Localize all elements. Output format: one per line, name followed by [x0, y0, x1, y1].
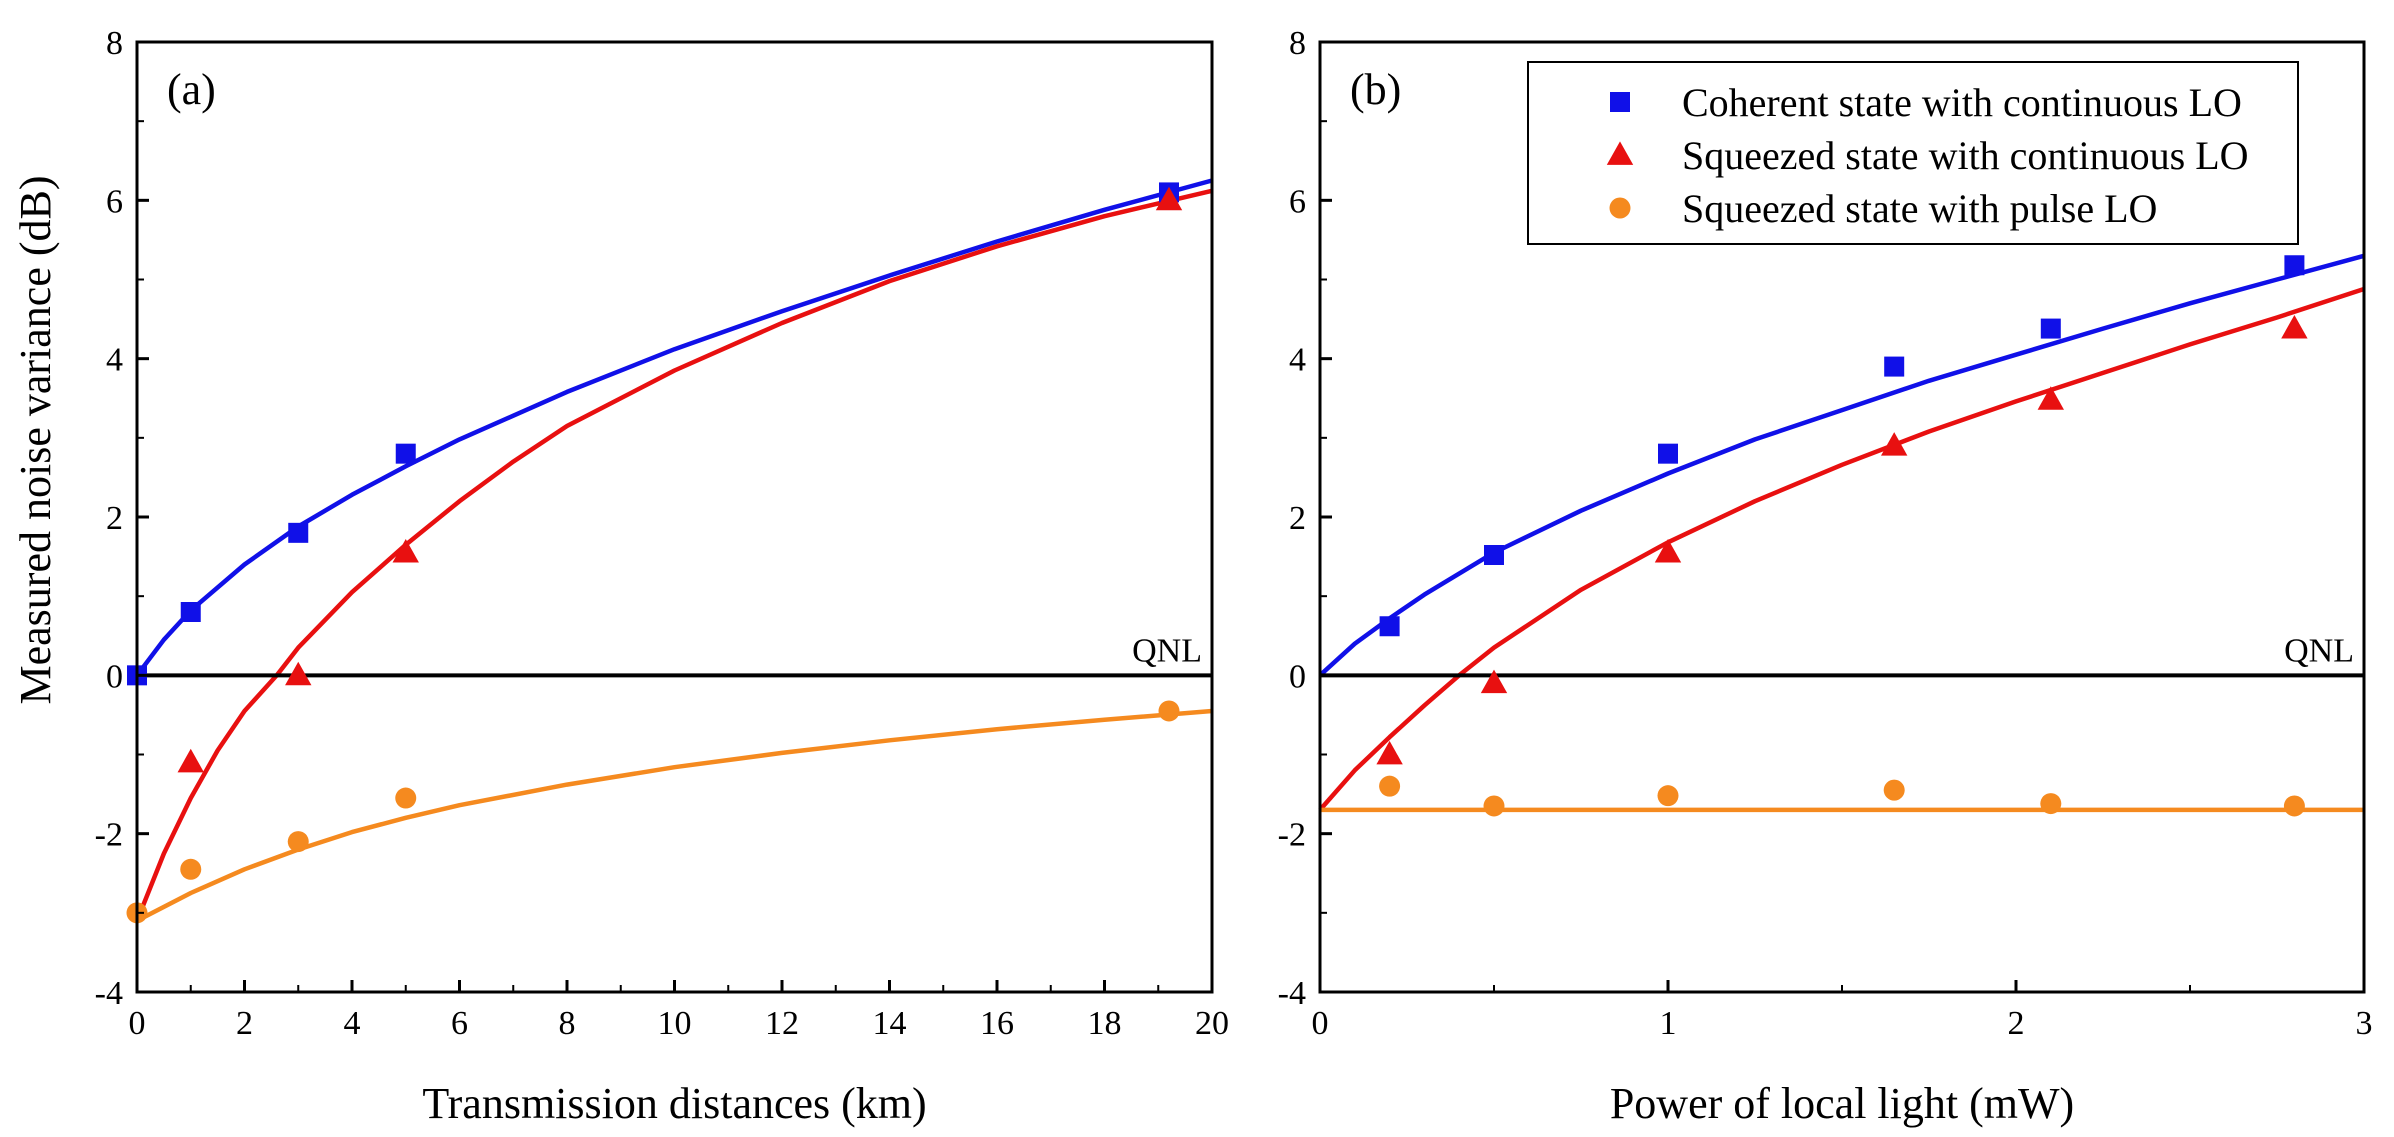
data-point-triangle — [177, 748, 204, 773]
data-point-square — [180, 602, 201, 622]
legend-marker-square — [1610, 92, 1630, 112]
data-point-circle — [180, 858, 202, 880]
y-tick-label: 2 — [106, 500, 123, 537]
panel-b-frame — [1318, 40, 2366, 994]
data-point-circle — [287, 831, 309, 853]
panel-a-data-points — [126, 182, 1183, 924]
fit-curve-square — [135, 178, 1213, 677]
panel-a-transmission-distance: 0 2 4 6 8 10 12 14 16 18 20 -4 -2 0 2 4 6 8 (a) QNL Trans… — [95, 25, 1229, 1128]
x-tick-label: 8 — [559, 1005, 576, 1042]
panel-b-ticks: 0 1 2 3 -4 -2 0 2 4 6 8 — [1278, 25, 2373, 1042]
y-tick-label: -4 — [1278, 975, 1306, 1012]
y-axis-title: Measured noise variance (dB) — [11, 175, 60, 704]
fit-curve-circle — [135, 708, 1213, 923]
y-tick-label: -2 — [1278, 817, 1306, 854]
legend-marker-circle — [1609, 197, 1631, 219]
y-tick-label: -4 — [95, 975, 123, 1012]
data-point-triangle — [1155, 186, 1183, 211]
panel-a-qnl-label: QNL — [1132, 632, 1202, 669]
legend-entry: Squeezed state with pulse LO — [1682, 186, 2157, 231]
x-tick-label: 0 — [129, 1005, 146, 1042]
x-tick-label: 3 — [2356, 1005, 2373, 1042]
y-tick-label: 6 — [1289, 183, 1306, 220]
panel-a-ticks: 0 2 4 6 8 10 12 14 16 18 20 -4 -2 0 2 4 6 8 — [95, 25, 1229, 1042]
y-tick-label: 0 — [106, 658, 123, 695]
data-point-triangle — [1376, 740, 1403, 765]
data-point-circle — [1158, 700, 1180, 722]
data-point-square — [1884, 356, 1905, 377]
data-point-square — [1658, 443, 1678, 464]
y-tick-label: 8 — [106, 25, 123, 62]
x-tick-label: 2 — [236, 1005, 253, 1042]
x-tick-label: 1 — [1660, 1005, 1677, 1042]
data-point-square — [1484, 545, 1504, 565]
panel-b-qnl-label: QNL — [2284, 632, 2354, 669]
data-point-circle — [395, 787, 417, 809]
panel-a-frame — [135, 40, 1214, 994]
fit-curve-square — [1318, 253, 2365, 677]
x-tick-label: 20 — [1195, 1005, 1229, 1042]
data-point-circle — [1883, 779, 1905, 801]
x-tick-label: 12 — [765, 1005, 799, 1042]
data-point-circle — [1379, 775, 1401, 797]
panel-b-data-points — [1376, 255, 2308, 817]
y-tick-label: 8 — [1289, 25, 1306, 62]
data-point-square — [395, 443, 416, 464]
data-point-triangle — [1480, 669, 1508, 694]
x-tick-label: 6 — [451, 1005, 468, 1042]
data-point-triangle — [1881, 432, 1908, 456]
data-point-square — [288, 522, 309, 543]
y-tick-label: 4 — [1289, 342, 1306, 379]
data-point-circle — [2283, 795, 2305, 817]
panel-a-fit-curves — [134, 178, 1213, 923]
legend: Coherent state with continuous LO Squeeze… — [1527, 61, 2299, 245]
fit-curve-triangle — [1318, 286, 2365, 812]
panel-b-x-axis-title: Power of local light (mW) — [1610, 1079, 2074, 1128]
data-point-circle — [1657, 785, 1679, 807]
x-tick-label: 0 — [1312, 1005, 1329, 1042]
legend-entry: Squeezed state with continuous LO — [1682, 133, 2249, 178]
legend-marker-triangle — [1606, 141, 1634, 165]
x-tick-label: 2 — [2008, 1005, 2025, 1042]
data-point-triangle — [2037, 386, 2064, 410]
fit-curve-triangle — [134, 188, 1213, 922]
y-tick-label: 6 — [106, 183, 123, 220]
panel-a-label: (a) — [167, 65, 216, 114]
panel-b-local-light-power: 0 1 2 3 -4 -2 0 2 4 6 8 (b) QNL Power of local lig… — [1278, 25, 2373, 1128]
y-tick-label: 4 — [106, 342, 123, 379]
y-tick-label: 2 — [1289, 500, 1306, 537]
data-point-circle — [2040, 793, 2062, 815]
x-tick-label: 10 — [658, 1005, 692, 1042]
data-point-triangle — [285, 661, 312, 686]
data-point-triangle — [1654, 538, 1682, 563]
panel-a-x-axis-title: Transmission distances (km) — [422, 1079, 926, 1128]
data-point-square — [1379, 616, 1400, 637]
legend-entry: Coherent state with continuous LO — [1682, 80, 2242, 125]
y-tick-label: -2 — [95, 817, 123, 854]
legend-box — [1527, 61, 2299, 245]
x-tick-label: 4 — [344, 1005, 361, 1042]
panel-b-fit-curves — [1318, 253, 2365, 813]
y-tick-label: 0 — [1289, 658, 1306, 695]
data-point-circle — [1483, 795, 1505, 817]
x-tick-label: 14 — [873, 1005, 907, 1042]
data-point-square — [2040, 318, 2061, 339]
data-point-square — [2284, 255, 2305, 276]
x-tick-label: 18 — [1088, 1005, 1122, 1042]
data-point-triangle — [2281, 314, 2308, 339]
x-tick-label: 16 — [980, 1005, 1014, 1042]
panel-b-label: (b) — [1350, 65, 1401, 114]
data-point-triangle — [392, 538, 419, 563]
